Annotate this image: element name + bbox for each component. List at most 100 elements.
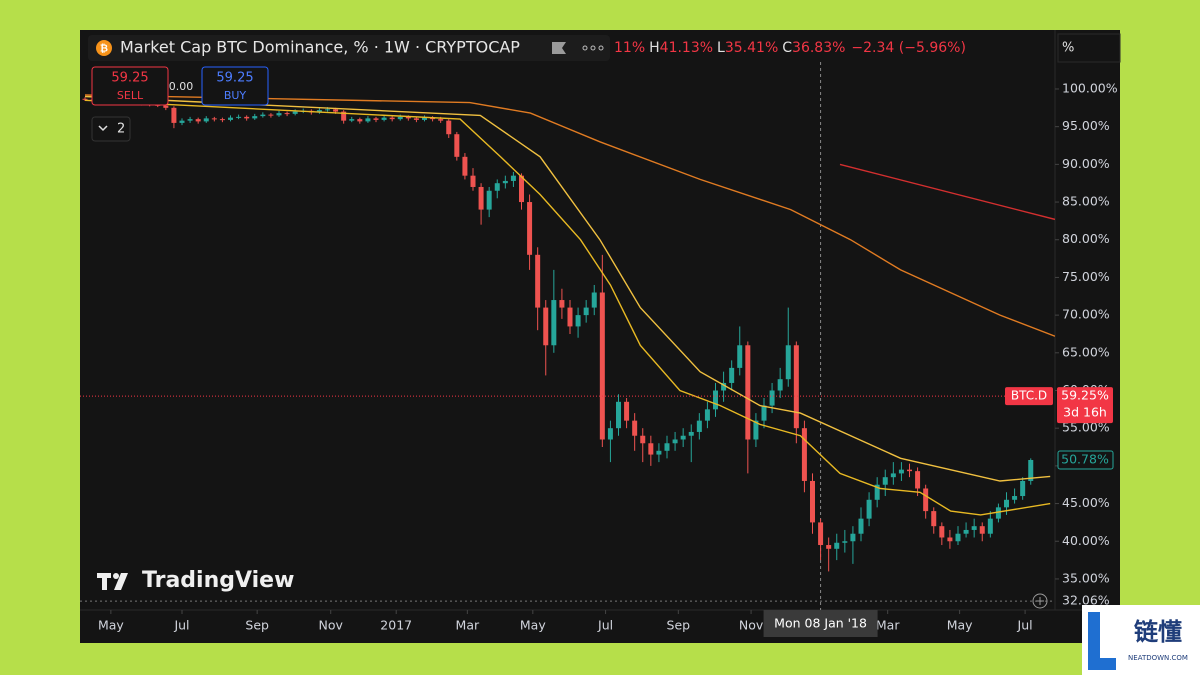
y-tick-label: 75.00% [1062, 269, 1110, 284]
candle-body [834, 542, 840, 549]
candle-body [1004, 499, 1009, 508]
candle-body [640, 435, 646, 444]
buy-price[interactable]: 59.25 [216, 71, 253, 86]
candle-body [535, 254, 541, 308]
moving-average [84, 99, 1051, 516]
btc-icon-glyph: ₿ [100, 43, 108, 55]
candle-body [850, 533, 856, 542]
candle-body [316, 110, 322, 113]
unit-box[interactable] [1057, 33, 1121, 63]
candle-body [543, 307, 549, 346]
candle-body [252, 116, 258, 119]
sell-price[interactable]: 59.25 [111, 71, 148, 86]
candle-body [737, 345, 743, 368]
candle-body [478, 186, 484, 210]
flag-icon[interactable] [552, 42, 566, 54]
last-label: 50.78% [1061, 451, 1109, 466]
legend-value: 35.41% [725, 40, 778, 56]
candle-body [818, 522, 824, 546]
legend-change: −2.34 (−5.96%) [851, 40, 965, 56]
candle-body [721, 382, 727, 391]
candle-body [228, 117, 233, 120]
legend-value: 36.83% [792, 40, 845, 56]
countdown-label: 3d 16h [1063, 405, 1107, 420]
x-tick-label: Jul [173, 618, 189, 633]
candle-body [583, 307, 589, 316]
candle-body [462, 156, 468, 176]
candle-body [268, 114, 274, 116]
candle-body [284, 113, 290, 115]
axis-unit[interactable]: % [1062, 41, 1074, 56]
x-tick-label: Jul [597, 618, 613, 633]
y-tick-label: 55.00% [1062, 420, 1110, 435]
watermark: TradingView [142, 568, 294, 593]
candle-body [713, 390, 718, 410]
candle-body [413, 118, 419, 120]
candle-body [567, 307, 573, 327]
candle-body [923, 488, 929, 512]
candle-body [341, 111, 347, 121]
x-tick-label: Nov [739, 618, 764, 633]
candle-body [632, 420, 638, 436]
last-badge [1057, 450, 1114, 470]
candle-body [422, 117, 427, 120]
candle-body [858, 518, 864, 534]
ohlc-legend: 11% H41.13% L35.41% C36.83% −2.34 (−5.96%) [614, 40, 966, 56]
x-tick-label: May [98, 618, 124, 633]
legend-value: 41.13% [660, 40, 713, 56]
buy-label[interactable]: BUY [224, 89, 247, 102]
candle-body [1020, 480, 1026, 497]
more-icon[interactable] [582, 45, 604, 51]
candle-body [729, 367, 735, 383]
candle-body [688, 431, 694, 436]
tv-logo [97, 573, 128, 590]
indicators-count[interactable]: 2 [117, 122, 125, 137]
legend-key: H [649, 40, 660, 56]
candle-body [559, 300, 565, 308]
candle-body [987, 518, 993, 534]
y-tick-label: 100.00% [1062, 80, 1118, 95]
candle-body [939, 526, 945, 538]
y-tick-label: 45.00% [1062, 495, 1110, 510]
indicators-toggle[interactable] [91, 116, 131, 142]
y-tick-label: 70.00% [1062, 307, 1110, 322]
x-tick-label: Nov [319, 618, 344, 633]
candle-body [397, 116, 403, 120]
y-tick-label: 95.00% [1062, 118, 1110, 133]
add-plus[interactable] [1036, 597, 1044, 605]
site-logo-text: 链懂 [1134, 618, 1182, 646]
candle-body [882, 477, 888, 485]
legend-open: 11% [614, 40, 645, 56]
candle-body [519, 175, 524, 203]
add-button[interactable] [1032, 593, 1048, 609]
candle-body [915, 471, 921, 489]
candle-body [664, 443, 670, 451]
x-tick-label: 2017 [380, 618, 412, 633]
candle-body [470, 175, 476, 187]
candle-body [373, 118, 379, 120]
candle-body [381, 117, 387, 120]
candle-body [955, 533, 961, 542]
candle-body [761, 405, 767, 421]
sell-label[interactable]: SELL [117, 89, 144, 102]
y-tick-label: 40.00% [1062, 533, 1110, 548]
candle-body [195, 119, 201, 122]
candle-body [260, 114, 266, 117]
buy-button[interactable] [201, 66, 269, 106]
candle-body [777, 379, 783, 391]
candle-body [454, 134, 460, 157]
candle-body [494, 183, 500, 191]
candle-body [405, 116, 411, 119]
y-tick-label: 85.00% [1062, 194, 1110, 209]
candle-body [527, 202, 533, 255]
candle-body [947, 537, 953, 542]
crosshair-badge [763, 610, 878, 637]
chevron[interactable] [98, 125, 108, 132]
sell-button[interactable] [91, 66, 169, 106]
candle-body [502, 180, 508, 184]
candle-body [446, 120, 452, 135]
x-tick-label: Sep [667, 618, 691, 633]
candle-body [680, 435, 686, 440]
